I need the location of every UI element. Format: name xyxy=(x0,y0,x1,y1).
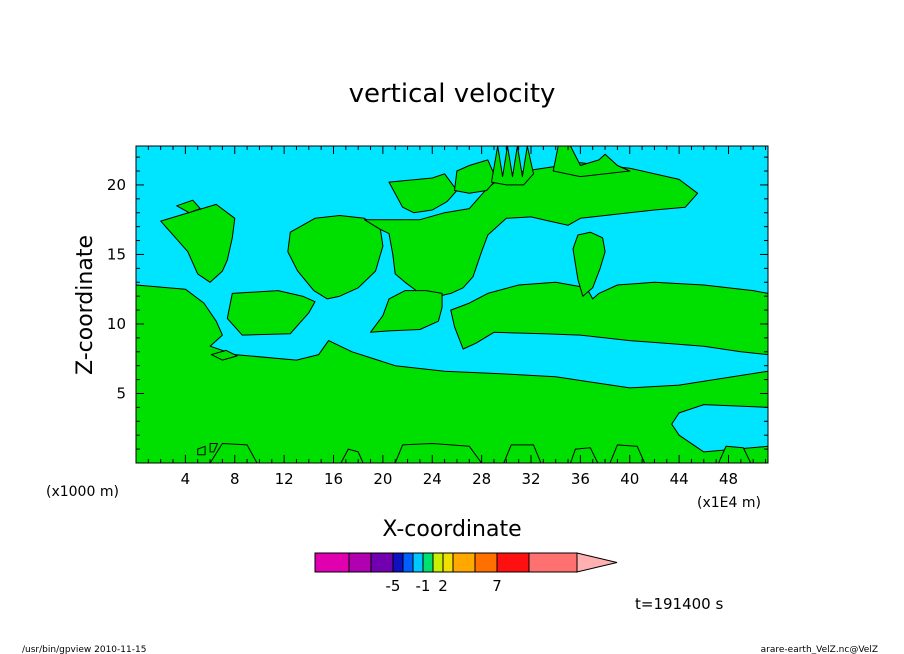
x-axis-label: X-coordinate xyxy=(382,517,521,542)
colorbar-swatch xyxy=(528,552,578,573)
positive-region xyxy=(160,203,236,283)
positive-region xyxy=(394,443,483,463)
colorbar-extend-arrow xyxy=(576,552,618,573)
footer-right: arare-earth_VelZ.nc@VelZ xyxy=(761,645,878,654)
positive-region xyxy=(197,445,206,456)
x-tick-label: 8 xyxy=(230,470,240,488)
positive-region xyxy=(226,290,316,336)
y-tick-label: 20 xyxy=(107,176,126,194)
positive-region xyxy=(209,443,218,453)
colorbar-swatch xyxy=(348,552,372,573)
positive-region xyxy=(363,162,699,297)
colorbar-tick-label: 2 xyxy=(438,577,448,595)
y-axis: 5 10 15 20 xyxy=(107,156,768,450)
x-tick-label: 4 xyxy=(181,470,191,488)
positive-region xyxy=(503,444,542,463)
positive-velocity-regions xyxy=(136,146,768,463)
positive-region xyxy=(491,146,534,186)
y-tick-label: 10 xyxy=(107,315,126,333)
plot-frame xyxy=(135,145,769,464)
colorbar-swatch xyxy=(496,552,530,573)
colorbar-swatch xyxy=(314,552,350,573)
positive-region xyxy=(209,443,258,463)
x-tick-label: 48 xyxy=(719,470,738,488)
positive-region xyxy=(176,199,201,214)
y-tick-label: 15 xyxy=(107,245,126,263)
x-tick-label: 28 xyxy=(472,470,491,488)
colorbar-swatch xyxy=(370,552,394,573)
colorbar-swatch xyxy=(402,552,414,573)
colorbar-swatch xyxy=(452,552,476,573)
x-tick-label: 36 xyxy=(571,470,590,488)
x-tick-label: 32 xyxy=(521,470,540,488)
x-tick-label: 24 xyxy=(423,470,442,488)
x-tick-label: 20 xyxy=(373,470,392,488)
positive-region xyxy=(136,284,768,463)
positive-region xyxy=(572,231,606,297)
positive-region xyxy=(340,448,364,463)
colorbar-swatch xyxy=(442,552,454,573)
positive-region xyxy=(454,159,497,194)
colorbar-swatch xyxy=(412,552,424,573)
colorbar: -5 -1 2 7 xyxy=(314,552,618,595)
x-unit-left: (x1000 m) xyxy=(46,484,119,500)
chart-title: vertical velocity xyxy=(349,79,556,109)
x-axis: 4 8 12 16 20 24 28 32 36 40 44 48 xyxy=(147,146,767,488)
y-tick-label: 5 xyxy=(116,384,126,402)
colorbar-swatch xyxy=(474,552,498,573)
colorbar-swatch xyxy=(392,552,404,573)
x-tick-label: 44 xyxy=(670,470,689,488)
positive-region xyxy=(570,447,599,463)
x-unit-right: (x1E4 m) xyxy=(697,495,761,511)
positive-region xyxy=(552,146,631,178)
x-tick-label: 40 xyxy=(620,470,639,488)
colorbar-tick-label: -1 xyxy=(416,577,431,595)
positive-region xyxy=(287,215,384,300)
x-tick-label: 12 xyxy=(275,470,294,488)
positive-region xyxy=(609,444,646,463)
positive-region xyxy=(388,173,458,214)
colorbar-tick-label: 7 xyxy=(492,577,502,595)
positive-region xyxy=(210,349,238,361)
x-tick-label: 16 xyxy=(324,470,343,488)
colorbar-tick-label: -5 xyxy=(386,577,401,595)
positive-region xyxy=(718,445,752,463)
time-label: t=191400 s xyxy=(635,595,723,613)
y-axis-label: Z-coordinate xyxy=(73,235,98,375)
positive-region xyxy=(370,290,443,333)
colorbar-swatch xyxy=(422,552,434,573)
positive-region xyxy=(450,281,768,356)
colorbar-swatch xyxy=(432,552,444,573)
footer-left: /usr/bin/gpview 2010-11-15 xyxy=(22,645,146,654)
